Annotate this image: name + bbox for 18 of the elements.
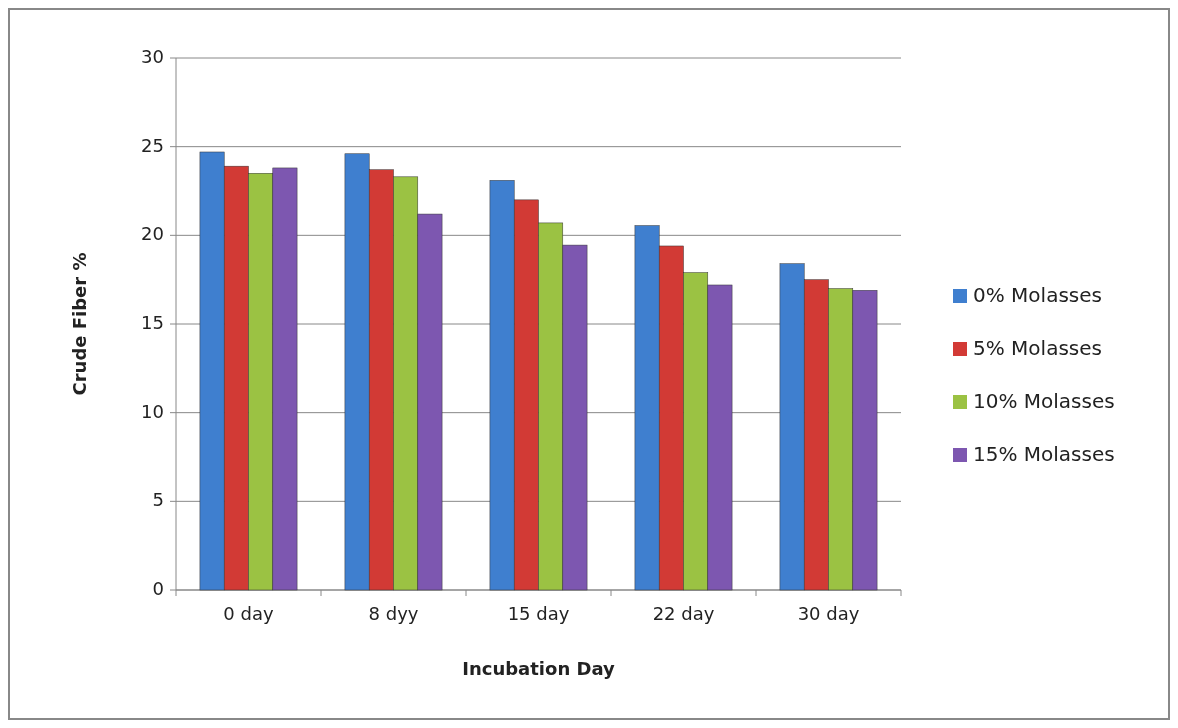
x-axis-title: Incubation Day — [462, 658, 616, 679]
y-tick-label: 0 — [152, 578, 164, 599]
y-axis-title: Crude Fiber % — [69, 252, 90, 396]
y-tick-label: 10 — [141, 400, 164, 422]
y-tick-label: 30 — [141, 46, 164, 67]
legend-label: 5% Molasses — [973, 335, 1102, 360]
x-tick-label: 22 day — [652, 603, 715, 624]
y-tick-label: 20 — [141, 223, 164, 245]
legend-label: 15% Molasses — [973, 441, 1115, 466]
x-tick-label: 0 day — [223, 603, 274, 624]
legend-label: 10% Molasses — [973, 388, 1115, 413]
x-tick-label: 30 day — [797, 603, 860, 624]
x-tick-label: 8 dyy — [368, 603, 419, 624]
y-tick-label: 15 — [141, 312, 164, 333]
y-tick-label: 5 — [152, 489, 164, 511]
x-tick-label: 15 day — [507, 603, 570, 624]
y-tick-label: 25 — [141, 134, 164, 156]
legend-label: 0% Molasses — [973, 282, 1102, 307]
